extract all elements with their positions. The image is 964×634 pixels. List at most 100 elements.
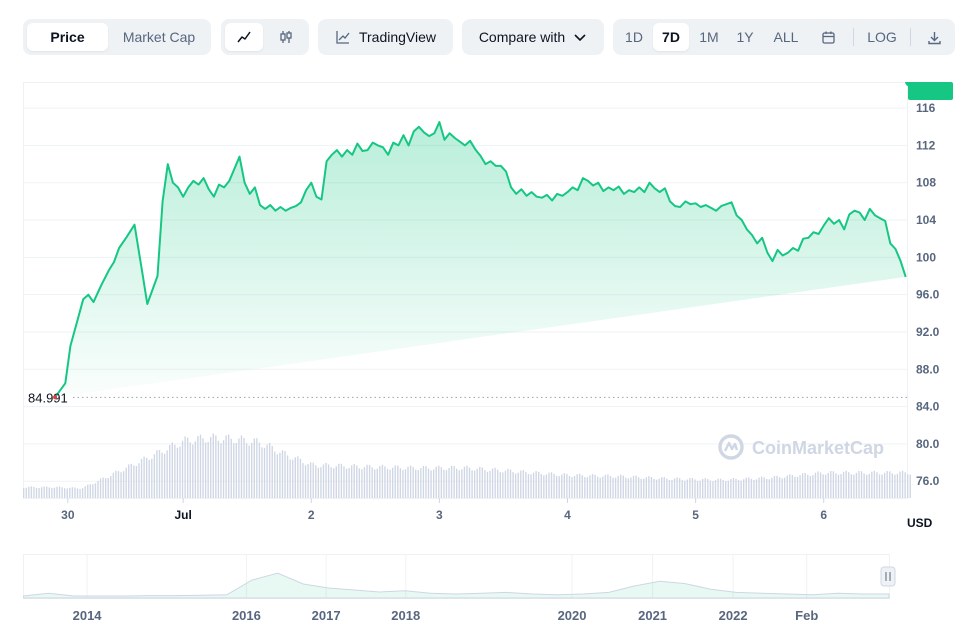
range-1y-button[interactable]: 1Y bbox=[736, 29, 754, 45]
volume-bar bbox=[379, 466, 381, 498]
volume-bar bbox=[33, 486, 35, 498]
tab-price[interactable]: Price bbox=[27, 23, 108, 51]
line-chart-button[interactable] bbox=[225, 23, 263, 51]
volume-bar bbox=[709, 480, 712, 498]
volume-bar bbox=[494, 467, 496, 498]
volume-bar bbox=[391, 467, 394, 498]
volume-bar bbox=[768, 479, 770, 498]
volume-bar bbox=[386, 469, 389, 498]
volume-bar bbox=[837, 474, 840, 498]
log-scale-button[interactable]: LOG bbox=[867, 29, 897, 45]
volume-bar bbox=[684, 480, 686, 498]
volume-bar bbox=[666, 478, 668, 498]
volume-bar bbox=[760, 476, 763, 498]
volume-bar bbox=[312, 462, 314, 498]
volume-bar bbox=[745, 477, 747, 498]
range-1d-button[interactable]: 1D bbox=[625, 29, 643, 45]
date-range-button[interactable] bbox=[811, 23, 845, 51]
volume-bar bbox=[92, 484, 94, 498]
volume-bar bbox=[625, 477, 627, 498]
volume-bar bbox=[686, 479, 689, 498]
range-navigator[interactable]: 2014 2016 2017 2018 2020 2021 2022 Feb bbox=[22, 554, 964, 634]
volume-bar bbox=[784, 477, 786, 498]
volume-bar bbox=[338, 463, 340, 498]
volume-bar bbox=[801, 473, 804, 498]
volume-bar bbox=[220, 443, 222, 498]
range-7d-button[interactable]: 7D bbox=[653, 23, 689, 51]
volume-bar bbox=[589, 475, 591, 498]
volume-bar bbox=[889, 471, 891, 498]
last-value-label: 97.9 bbox=[916, 82, 940, 85]
candlestick-button[interactable] bbox=[267, 23, 305, 51]
volume-bar bbox=[427, 468, 430, 498]
volume-bar bbox=[412, 467, 414, 498]
volume-bar bbox=[735, 478, 737, 498]
volume-bar bbox=[596, 476, 599, 498]
volume-bar bbox=[607, 474, 609, 498]
volume-bar bbox=[909, 474, 911, 498]
volume-bar bbox=[548, 472, 550, 498]
volume-bar bbox=[476, 468, 478, 498]
currency-label: USD bbox=[907, 516, 933, 530]
volume-bar bbox=[353, 463, 355, 498]
volume-bar bbox=[555, 475, 558, 498]
volume-bar bbox=[356, 465, 358, 498]
volume-bar bbox=[907, 474, 909, 498]
volume-bar bbox=[289, 459, 291, 498]
volume-bar bbox=[309, 462, 312, 498]
volume-bar bbox=[707, 478, 709, 498]
volume-bar bbox=[842, 471, 845, 498]
volume-bar bbox=[151, 458, 153, 498]
volume-bar bbox=[571, 477, 573, 498]
chart-toolbar: Price Market Cap TradingView bbox=[23, 19, 955, 55]
range-switch: 1D 7D 1M 1Y ALL LOG bbox=[613, 19, 955, 55]
volume-bar bbox=[581, 475, 583, 498]
volume-bar bbox=[645, 477, 648, 498]
tab-market-cap[interactable]: Market Cap bbox=[122, 29, 196, 45]
volume-bar bbox=[97, 480, 99, 498]
volume-bar bbox=[271, 446, 273, 498]
volume-bar bbox=[384, 466, 386, 498]
navigator-handle[interactable] bbox=[880, 566, 896, 587]
volume-bar bbox=[153, 454, 156, 498]
download-icon bbox=[928, 31, 941, 44]
volume-bar bbox=[227, 434, 230, 498]
volume-bar bbox=[399, 468, 402, 498]
volume-bar bbox=[771, 477, 773, 498]
compare-dropdown[interactable]: Compare with bbox=[462, 19, 604, 55]
x-tick-label: Jul bbox=[174, 508, 191, 522]
volume-bar bbox=[207, 441, 209, 498]
volume-bar bbox=[202, 438, 204, 498]
range-all-button[interactable]: ALL bbox=[773, 29, 799, 45]
volume-bar bbox=[627, 478, 630, 498]
volume-bar bbox=[389, 469, 391, 498]
y-tick-label: 84.0 bbox=[916, 400, 940, 414]
range-1m-button[interactable]: 1M bbox=[699, 29, 719, 45]
volume-bar bbox=[704, 478, 706, 498]
volume-bar bbox=[161, 452, 163, 498]
price-area bbox=[55, 122, 906, 398]
volume-bar bbox=[561, 474, 563, 498]
volume-bar bbox=[148, 459, 150, 498]
volume-bar bbox=[822, 474, 824, 498]
volume-bar bbox=[812, 475, 814, 498]
price-chart[interactable]: CoinMarketCap 84.991 116 112 108 104 100 96.0… bbox=[23, 82, 964, 532]
volume-bar bbox=[527, 474, 530, 498]
download-button[interactable] bbox=[918, 23, 951, 51]
volume-bar bbox=[535, 471, 537, 498]
volume-bar bbox=[335, 466, 337, 498]
volume-bar bbox=[358, 468, 361, 498]
volume-bar bbox=[179, 446, 181, 498]
volume-bar bbox=[881, 474, 883, 498]
volume-bar bbox=[743, 479, 745, 498]
volume-bar bbox=[717, 478, 719, 498]
chart-type-switch bbox=[221, 19, 309, 55]
volume-bar bbox=[74, 487, 76, 498]
volume-bar bbox=[376, 468, 378, 498]
y-tick-label: 80.0 bbox=[916, 437, 940, 451]
tradingview-button[interactable]: TradingView bbox=[318, 19, 453, 55]
volume-bar bbox=[325, 462, 327, 498]
navigator-tick-label: 2018 bbox=[391, 608, 420, 623]
volume-bar bbox=[484, 470, 486, 498]
volume-bar bbox=[317, 467, 320, 498]
